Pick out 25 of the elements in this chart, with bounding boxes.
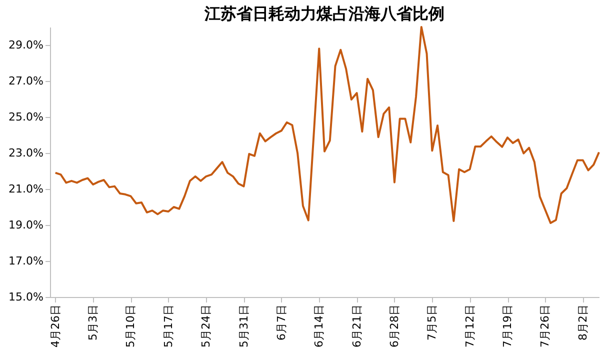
chart-title: 江苏省日耗动力煤占沿海八省比例 bbox=[204, 4, 444, 23]
x-tick-label: 6月21日 bbox=[350, 304, 364, 348]
y-tick-label: 23.0% bbox=[8, 146, 44, 160]
x-tick-label: 5月31日 bbox=[237, 304, 250, 348]
y-tick-label: 19.0% bbox=[8, 218, 44, 232]
x-tick-label: 7月19日 bbox=[501, 304, 514, 348]
y-tick-label: 27.0% bbox=[8, 74, 44, 88]
x-tick-label: 8月2日 bbox=[576, 304, 590, 340]
y-tick-label: 29.0% bbox=[8, 38, 44, 52]
x-tick-label: 6月7日 bbox=[274, 304, 288, 340]
x-tick-label: 7月26日 bbox=[538, 304, 552, 348]
x-tick-label: 5月10日 bbox=[124, 304, 138, 348]
x-tick-label: 7月12日 bbox=[463, 304, 476, 348]
y-tick-label: 15.0% bbox=[8, 290, 44, 304]
x-tick-label: 5月3日 bbox=[86, 304, 100, 340]
x-tick-label: 5月24日 bbox=[200, 304, 213, 348]
x-tick-label: 6月28日 bbox=[388, 304, 401, 348]
x-tick-label: 4月26日 bbox=[48, 304, 62, 348]
x-tick-label: 7月5日 bbox=[426, 304, 439, 340]
y-tick-label: 17.0% bbox=[8, 254, 44, 268]
line-series bbox=[54, 26, 600, 224]
y-tick-label: 25.0% bbox=[8, 110, 44, 124]
x-tick-label: 5月17日 bbox=[162, 304, 175, 348]
x-tick-label: 6月14日 bbox=[312, 304, 326, 348]
y-tick-label: 21.0% bbox=[8, 182, 44, 196]
